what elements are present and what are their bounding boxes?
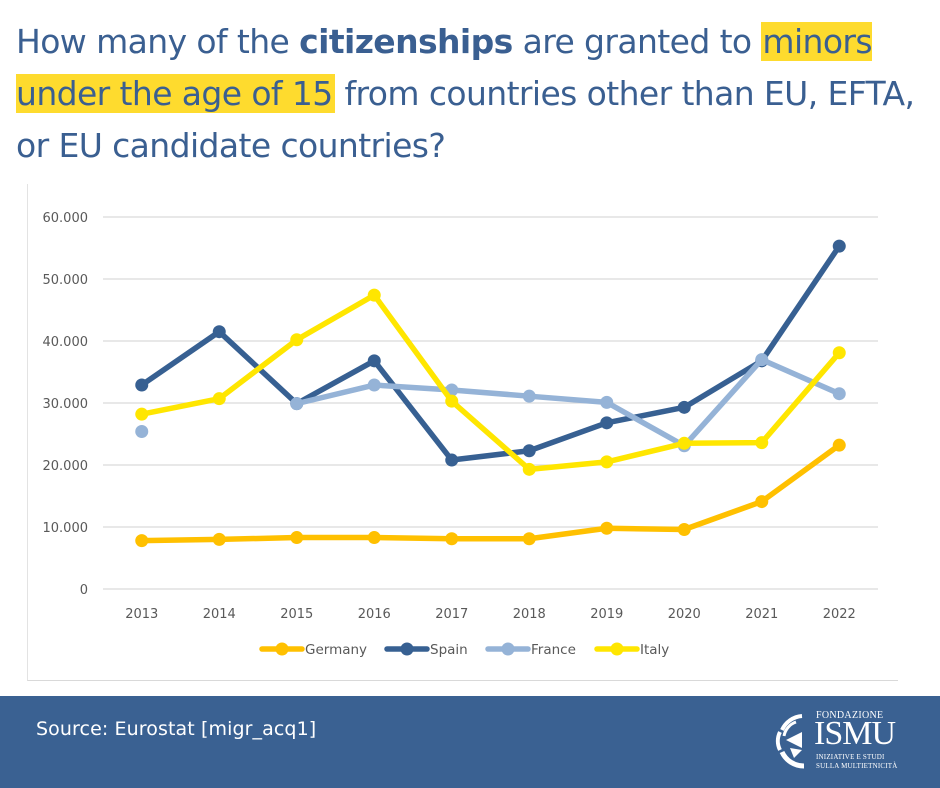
logo-subtitle-1: INIZIATIVE E STUDI [816, 753, 885, 761]
x-tick-label: 2020 [668, 607, 701, 622]
series-italy [135, 288, 846, 476]
legend-item-germany: Germany [259, 642, 367, 658]
data-point-italy-2022 [832, 346, 846, 360]
x-tick-label: 2015 [280, 607, 313, 622]
data-point-italy-2016 [367, 288, 381, 302]
y-tick-label: 0 [80, 583, 88, 598]
data-point-italy-2017 [445, 394, 459, 408]
x-tick-label: 2014 [203, 607, 236, 622]
data-point-germany-2019 [600, 521, 614, 535]
series-line-italy [139, 292, 842, 473]
logo-top-text: FONDAZIONE [816, 710, 884, 721]
data-point-italy-2014 [212, 392, 226, 406]
legend-marker [610, 642, 624, 656]
footer: Source: Eurostat [migr_acq1] FONDAZIONE … [0, 696, 940, 788]
data-point-italy-2018 [522, 462, 536, 476]
data-point-germany-2020 [677, 522, 691, 536]
data-point-france-2016 [367, 378, 381, 392]
series-line-france [294, 356, 842, 449]
data-point-spain-2022 [832, 239, 846, 253]
ismu-logo-icon [775, 714, 805, 769]
y-tick-label: 60.000 [43, 211, 89, 226]
legend-label: Spain [430, 642, 468, 658]
data-point-germany-2014 [212, 532, 226, 546]
data-point-germany-2013 [135, 534, 149, 548]
series-lines [135, 239, 846, 548]
data-point-italy-2015 [290, 333, 304, 347]
logo-subtitle-2: SULLA MULTIETNICITÀ [816, 762, 898, 770]
legend-item-spain: Spain [384, 642, 468, 658]
data-point-spain-2017 [445, 453, 459, 467]
series-line-spain [139, 243, 842, 463]
legend-label: Germany [305, 642, 367, 658]
y-tick-label: 30.000 [43, 397, 89, 412]
legend-marker [400, 642, 414, 656]
y-tick-label: 20.000 [43, 459, 89, 474]
data-point-france-2018 [522, 389, 536, 403]
x-tick-label: 2013 [125, 607, 158, 622]
data-point-spain-2016 [367, 354, 381, 368]
data-point-spain-2020 [677, 400, 691, 414]
legend: Germany Spain France Italy [259, 642, 669, 658]
data-point-germany-2022 [832, 438, 846, 452]
legend-item-italy: Italy [594, 642, 669, 658]
data-point-spain-2013 [135, 378, 149, 392]
headline-bold: citizenships [299, 22, 513, 61]
legend-marker [275, 642, 289, 656]
data-point-france-2021 [755, 353, 769, 367]
x-tick-label: 2017 [435, 607, 468, 622]
series-france [135, 353, 846, 453]
legend-label: France [531, 642, 576, 658]
headline-part2: are granted to [512, 22, 762, 61]
x-axis-ticks: 2013 2014 2015 2016 2017 2018 2019 2020 2021 2022 [125, 607, 856, 622]
ismu-logo: FONDAZIONE ISMU INIZIATIVE E STUDI SULLA… [772, 706, 932, 776]
x-tick-label: 2019 [590, 607, 623, 622]
x-tick-label: 2018 [513, 607, 546, 622]
data-point-italy-2021 [755, 436, 769, 450]
headline-part1: How many of the [16, 22, 300, 61]
data-point-germany-2018 [522, 532, 536, 546]
legend-marker [501, 642, 515, 656]
y-tick-label: 10.000 [43, 521, 89, 536]
data-point-germany-2016 [367, 531, 381, 545]
data-point-france-2022 [832, 387, 846, 401]
data-point-spain-2019 [600, 416, 614, 430]
data-point-germany-2021 [755, 495, 769, 509]
chart-frame [27, 184, 898, 681]
data-point-italy-2019 [600, 455, 614, 469]
data-point-france-2019 [600, 395, 614, 409]
data-point-italy-2020 [677, 436, 691, 450]
data-point-germany-2015 [290, 531, 304, 545]
x-tick-label: 2021 [745, 607, 778, 622]
data-point-italy-2013 [135, 407, 149, 421]
x-tick-label: 2016 [358, 607, 391, 622]
data-point-spain-2018 [522, 444, 536, 458]
source-text: Source: Eurostat [migr_acq1] [36, 718, 317, 740]
data-point-germany-2017 [445, 532, 459, 546]
legend-label: Italy [640, 642, 669, 658]
x-tick-label: 2022 [823, 607, 856, 622]
y-tick-label: 50.000 [43, 273, 89, 288]
y-tick-label: 40.000 [43, 335, 89, 350]
data-point-spain-2014 [212, 325, 226, 339]
data-point-france-2015 [290, 397, 304, 411]
headline: How many of the citizenships are granted… [16, 16, 926, 172]
y-axis-ticks: 0 10.000 20.000 30.000 40.000 50.000 60.000 [43, 211, 89, 598]
series-line-germany [139, 442, 842, 544]
logo-main-text: ISMU [814, 715, 896, 752]
line-chart: 0 10.000 20.000 30.000 40.000 50.000 60.000 20… [43, 211, 878, 658]
headline-part3: from countries other than EU, EFTA, or E… [16, 74, 915, 165]
legend-item-france: France [485, 642, 576, 658]
series-germany [135, 438, 846, 548]
data-point-france-2013 [135, 425, 149, 439]
